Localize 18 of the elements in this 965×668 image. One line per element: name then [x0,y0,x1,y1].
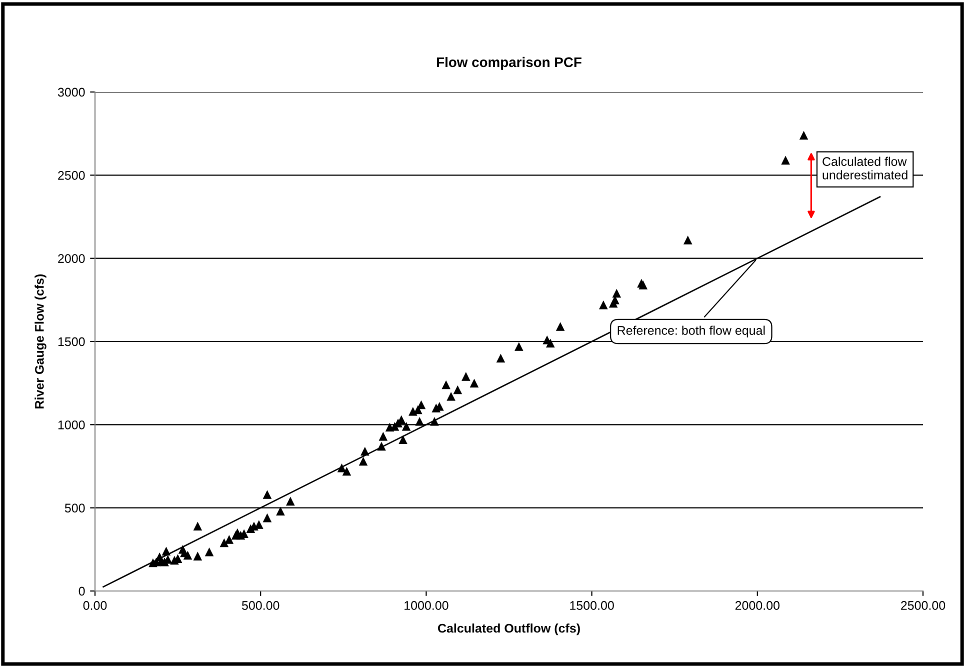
x-tick-label: 1000.00 [404,601,448,610]
y-axis-title: River Gauge Flow (cfs) [34,274,46,408]
x-tick-label: 1500.00 [570,601,614,610]
y-tick-label: 1500 [58,337,85,346]
y-tick-label: 0 [78,586,85,596]
y-tick-label: 2500 [58,170,85,180]
x-tick-label: 0.00 [83,601,107,610]
x-tick-label: 2000.00 [735,601,780,610]
y-tick-label: 500 [64,504,85,512]
annotation: Reference: both flow equal [618,326,765,338]
annotation: Calculated flow underestimated [822,156,908,180]
y-tick-label: 3000 [58,88,85,97]
x-tick-label: 500.00 [242,601,280,610]
x-tick-label: 2500.00 [901,601,946,610]
x-axis-title: Calculated Outflow (cfs) [438,623,580,636]
y-tick-label: 1000 [58,420,85,430]
chart-title: Flow comparison PCF [437,56,582,70]
y-tick-label: 2000 [58,254,85,263]
